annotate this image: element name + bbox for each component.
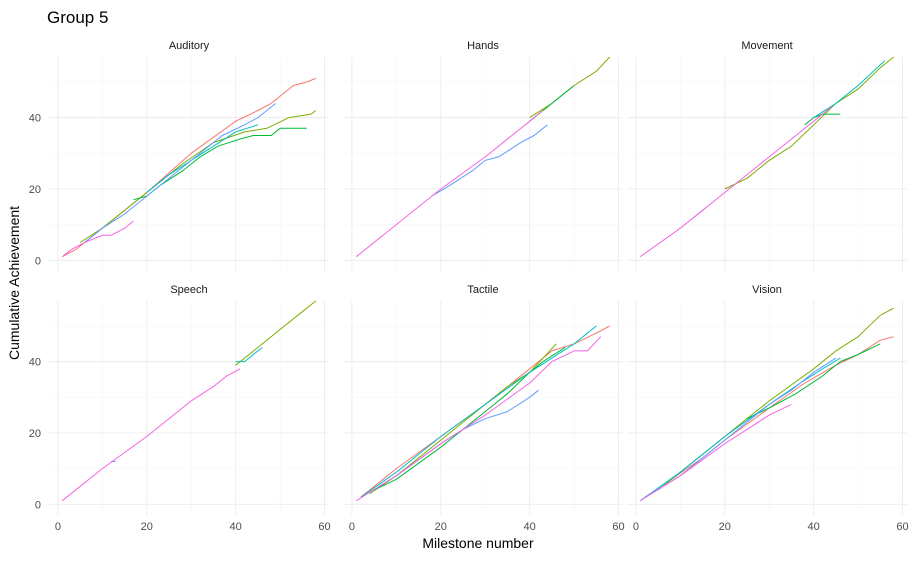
series-line-tactile-5 xyxy=(378,389,539,487)
series-line-vision-6 xyxy=(640,403,792,502)
x-tick-label: 20 xyxy=(719,521,731,533)
series-line-tactile-3 xyxy=(373,346,566,491)
series-line-tactile-4 xyxy=(360,325,597,498)
panel-strip-label: Tactile xyxy=(467,284,498,296)
panel-vision: Vision 0 20 40 60 xyxy=(627,284,909,533)
series-line-speech-4 xyxy=(61,368,241,502)
series-line-vision-3 xyxy=(746,343,881,420)
panel-speech: Speech 0 20 40 0 20 40 60 xyxy=(29,284,331,533)
panel-strip-label: Auditory xyxy=(169,40,210,52)
x-tick-label: 0 xyxy=(55,521,61,533)
panel-hands: Hands xyxy=(343,40,623,271)
panel-movement: Movement xyxy=(627,40,907,271)
y-axis-label: Cumulative Achievement xyxy=(6,206,22,360)
series-line-auditory-4 xyxy=(146,124,259,193)
panels: Auditory 0 20 40 Hands Movement Speech 0 20 40 0 20… xyxy=(29,40,909,533)
series-line-tactile-6 xyxy=(356,336,602,502)
panel-strip-label: Movement xyxy=(741,40,792,52)
series-line-auditory-6 xyxy=(61,220,134,258)
y-tick-label: 40 xyxy=(29,113,41,125)
series-line-speech-1 xyxy=(235,300,317,366)
x-tick-label: 0 xyxy=(349,521,355,533)
x-tick-label: 40 xyxy=(524,521,536,533)
panel-tactile: Tactile 0 20 40 60 xyxy=(343,284,625,533)
series-line-tactile-1 xyxy=(360,325,610,498)
y-tick-label: 40 xyxy=(29,357,41,369)
series-line-movement-1 xyxy=(724,56,895,190)
series-line-movement-2 xyxy=(804,113,841,126)
x-tick-label: 60 xyxy=(612,521,624,533)
series-line-hands-1 xyxy=(529,56,611,119)
series-line-auditory-5 xyxy=(84,103,277,243)
x-tick-label: 60 xyxy=(896,521,908,533)
panel-strip-label: Speech xyxy=(170,284,207,296)
panel-strip-label: Hands xyxy=(467,40,499,52)
series-line-movement-3 xyxy=(813,60,886,119)
y-tick-label: 0 xyxy=(35,499,41,511)
series-line-hands-3 xyxy=(431,124,548,197)
series-line-speech-2 xyxy=(235,347,263,363)
x-tick-label: 40 xyxy=(808,521,820,533)
chart-title: Group 5 xyxy=(47,8,108,27)
x-tick-label: 20 xyxy=(141,521,153,533)
panel-strip-label: Vision xyxy=(752,284,782,296)
series-line-hands-4 xyxy=(355,110,544,258)
y-tick-label: 0 xyxy=(35,255,41,267)
x-tick-label: 20 xyxy=(435,521,447,533)
series-line-movement-5 xyxy=(640,106,832,258)
x-axis-label: Milestone number xyxy=(422,535,534,551)
y-tick-label: 20 xyxy=(29,428,41,440)
panel-auditory: Auditory 0 20 40 xyxy=(29,40,329,271)
x-tick-label: 0 xyxy=(633,521,639,533)
x-tick-label: 60 xyxy=(318,521,330,533)
y-tick-label: 20 xyxy=(29,184,41,196)
x-tick-label: 40 xyxy=(230,521,242,533)
